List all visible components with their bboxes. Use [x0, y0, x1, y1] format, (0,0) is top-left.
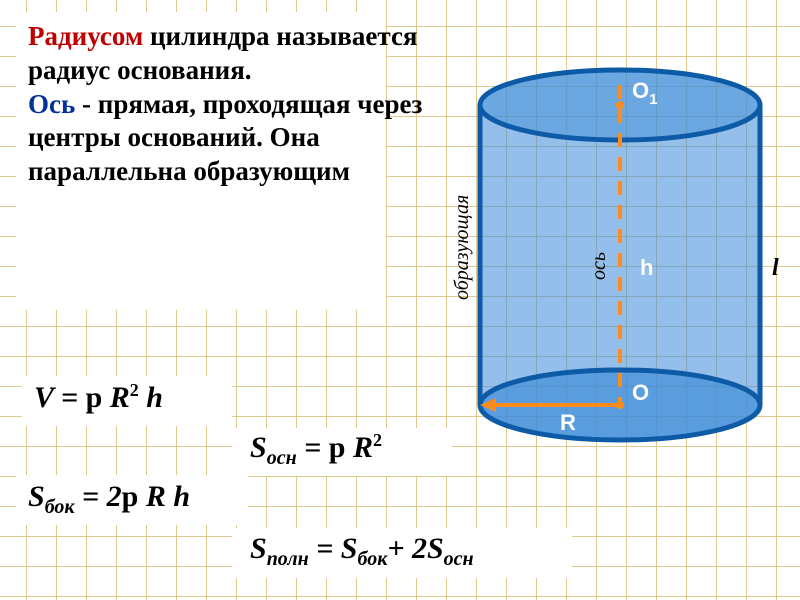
two-1: 2 [107, 480, 122, 513]
label-generatrix: образующая [451, 195, 473, 300]
point-o [616, 401, 624, 409]
sup-2a: 2 [130, 380, 139, 400]
eq-1: = [297, 431, 329, 464]
pi-3: p [122, 480, 139, 513]
plus-1: + 2S [387, 532, 443, 565]
content-layer: Радиусом цилиндра называется радиус осно… [0, 0, 800, 600]
sub-bok-2: бок [357, 548, 387, 570]
rh-1: R h [138, 480, 190, 513]
word-radius: Радиусом [28, 21, 143, 51]
label-l: l [772, 255, 779, 281]
h-1: h [139, 381, 163, 414]
pi-2: p [329, 431, 346, 464]
label-r: R [560, 410, 576, 435]
eq-3: = [309, 532, 341, 565]
formula-s-osn: Sосн = p R2 [250, 430, 382, 470]
cylinder-diagram: O1 O R h ось образующая l [440, 50, 800, 470]
s-poln-lhs: S [250, 532, 267, 565]
sub-poln: полн [267, 548, 309, 570]
s-bok-lhs: S [28, 480, 45, 513]
label-axis: ось [588, 252, 610, 280]
formula-volume: V = p R2 h [34, 380, 163, 415]
formula-s-bok: Sбок = 2p R h [28, 480, 190, 519]
r-2: R [345, 431, 373, 464]
point-o1 [616, 101, 624, 109]
sub-osn: осн [267, 447, 297, 469]
eq-2: = [75, 480, 107, 513]
v-lhs: V = [34, 381, 86, 414]
s-osn-lhs: S [250, 431, 267, 464]
sup-2b: 2 [373, 430, 382, 450]
word-axis: Ось [28, 89, 75, 119]
label-h: h [640, 255, 653, 280]
axis-rest: - прямая, проходящая через центры основа… [28, 89, 422, 187]
pi-1: p [86, 381, 103, 414]
sub-bok: бок [45, 496, 75, 518]
formula-s-poln: Sполн = Sбок+ 2Sосн [250, 532, 474, 571]
label-o: O [632, 380, 649, 405]
definition-text: Радиусом цилиндра называется радиус осно… [28, 20, 448, 189]
sub-osn-2: осн [444, 548, 474, 570]
s-bok-2: S [341, 532, 358, 565]
r-1: R [102, 381, 130, 414]
